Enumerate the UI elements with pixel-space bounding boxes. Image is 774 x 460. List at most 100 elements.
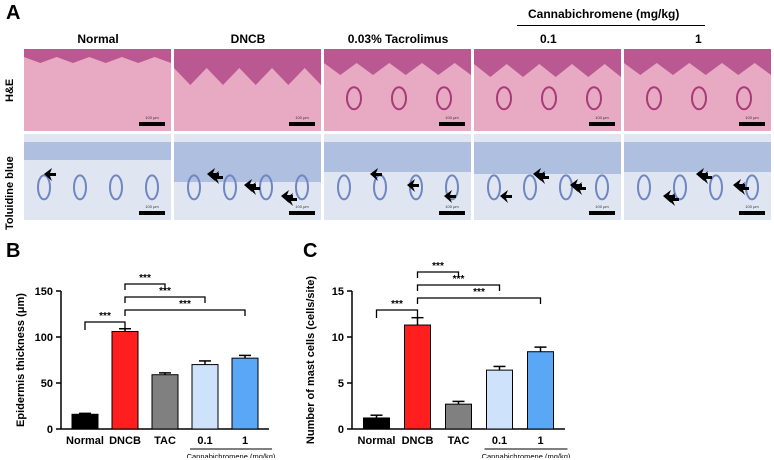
scale-bar-label: 100 μm xyxy=(595,204,609,209)
mast-cell-arrow-icon xyxy=(696,168,708,181)
mast-cell-arrow-icon xyxy=(444,190,456,203)
scale-bar-label: 100 μm xyxy=(745,115,759,120)
scale-bar xyxy=(739,211,765,215)
x-tick-label: TAC xyxy=(154,435,176,447)
y-axis-label: Number of mast cells (cells/site) xyxy=(305,276,317,444)
scale-bar xyxy=(439,211,465,215)
bar-dncb xyxy=(111,330,139,430)
tb-image-dose-1: 100 μm xyxy=(624,134,771,220)
scale-bar xyxy=(589,122,615,126)
significance-bracket xyxy=(84,321,126,330)
dose-group-line xyxy=(517,25,705,26)
chart-epidermis-thickness: 0 50 100 150 Epidermis thickness (μm) Normal D… xyxy=(15,273,276,458)
column-header-dose-0-1: 0.1 xyxy=(540,32,557,46)
bar-1 xyxy=(231,357,259,430)
significance-label: *** xyxy=(391,299,403,310)
scale-bar-label: 100 μm xyxy=(445,204,459,209)
bar-tac xyxy=(151,374,179,430)
group-label: Cannabichromene (mg/kg) xyxy=(482,452,571,458)
y-tick-label: 100 xyxy=(35,332,53,344)
significance-bracket xyxy=(416,297,542,304)
mast-cell-arrow-icon xyxy=(533,168,545,181)
scale-bar-label: 100 μm xyxy=(145,115,159,120)
scale-bar xyxy=(739,122,765,126)
chart-mast-cells: 0 5 10 15 Number of mast cells (cells/site) N… xyxy=(305,261,571,458)
column-header-tacrolimus: 0.03% Tacrolimus xyxy=(347,32,449,46)
he-image-normal: 100 μm xyxy=(24,49,171,131)
scale-bar xyxy=(139,122,165,126)
significance-bracket xyxy=(124,296,206,303)
y-tick-label: 0 xyxy=(47,424,53,436)
column-header-dose-1: 1 xyxy=(695,32,702,46)
mast-cell-arrow-icon xyxy=(44,168,56,181)
panel-a-letter: A xyxy=(6,2,21,24)
y-tick-label: 15 xyxy=(332,286,344,298)
mast-cell-arrow-icon xyxy=(407,179,419,192)
significance-label: *** xyxy=(432,261,444,272)
he-image-dose-0-1: 100 μm xyxy=(474,49,621,131)
mast-cell-arrow-icon xyxy=(248,182,260,195)
mast-cell-arrow-icon xyxy=(281,190,293,203)
y-tick-label: 5 xyxy=(338,378,344,390)
scale-bar xyxy=(439,122,465,126)
mast-cell-arrow-icon xyxy=(737,182,749,195)
y-tick-label: 0 xyxy=(338,424,344,436)
mast-cell-arrow-icon xyxy=(574,182,586,195)
tb-image-tacrolimus: 100 μm xyxy=(324,134,471,220)
he-image-dncb: 100 μm xyxy=(174,49,321,131)
scale-bar xyxy=(589,211,615,215)
mast-cell-arrow-icon xyxy=(207,168,219,181)
bar-normal xyxy=(363,417,390,430)
panel-b-letter: B xyxy=(6,240,21,262)
significance-bracket xyxy=(124,283,166,290)
significance-label: *** xyxy=(99,311,111,322)
mast-cell-arrow-icon xyxy=(663,190,675,203)
mast-cell-arrow-icon xyxy=(244,179,256,192)
mast-cell-arrow-icon xyxy=(285,193,297,206)
significance-label: *** xyxy=(179,299,191,310)
scale-bar xyxy=(289,122,315,126)
x-tick-label: TAC xyxy=(448,435,470,447)
bar-normal xyxy=(71,413,99,430)
x-tick-label: 0.1 xyxy=(492,435,507,447)
x-tick-label: Normal xyxy=(358,435,396,447)
y-axis-label: Epidermis thickness (μm) xyxy=(15,293,27,427)
he-image-dose-1: 100 μm xyxy=(624,49,771,131)
mast-cell-arrow-icon xyxy=(537,171,549,184)
group-label: Cannabichromene (mg/kg) xyxy=(187,452,276,458)
scale-bar xyxy=(289,211,315,215)
significance-bracket xyxy=(124,309,246,316)
scale-bar-label: 100 μm xyxy=(595,115,609,120)
mast-cell-arrow-icon xyxy=(570,179,582,192)
significance-label: *** xyxy=(453,274,465,285)
x-tick-label: DNCB xyxy=(109,435,141,447)
x-tick-label: DNCB xyxy=(402,435,434,447)
x-tick-label: Normal xyxy=(66,435,104,447)
bar-dncb xyxy=(404,324,431,430)
scale-bar-label: 100 μm xyxy=(745,204,759,209)
y-tick-label: 10 xyxy=(332,332,344,344)
he-image-tacrolimus: 100 μm xyxy=(324,49,471,131)
significance-bracket xyxy=(375,309,419,318)
x-tick-label: 0.1 xyxy=(197,435,212,447)
scale-bar xyxy=(139,211,165,215)
mast-cell-arrow-icon xyxy=(370,168,382,181)
column-header-dncb: DNCB xyxy=(230,32,266,46)
significance-label: *** xyxy=(473,287,485,298)
y-tick-label: 50 xyxy=(41,378,53,390)
bar-tac xyxy=(445,403,472,430)
column-header-normal: Normal xyxy=(77,32,119,46)
tb-image-dose-0-1: 100 μm xyxy=(474,134,621,220)
mast-cell-arrow-icon xyxy=(667,193,679,206)
row-label-he: H&E xyxy=(4,78,16,102)
significance-bracket xyxy=(416,284,501,291)
x-tick-label: 1 xyxy=(242,435,248,447)
bar-0-1 xyxy=(191,364,219,430)
significance-bracket xyxy=(416,271,460,278)
scale-bar-label: 100 μm xyxy=(145,204,159,209)
dose-group-title: Cannabichromene (mg/kg) xyxy=(528,7,680,21)
bar-0-1 xyxy=(486,369,513,430)
y-tick-label: 150 xyxy=(35,286,53,298)
mast-cell-arrow-icon xyxy=(500,190,512,203)
panel-c-letter: C xyxy=(303,240,318,262)
